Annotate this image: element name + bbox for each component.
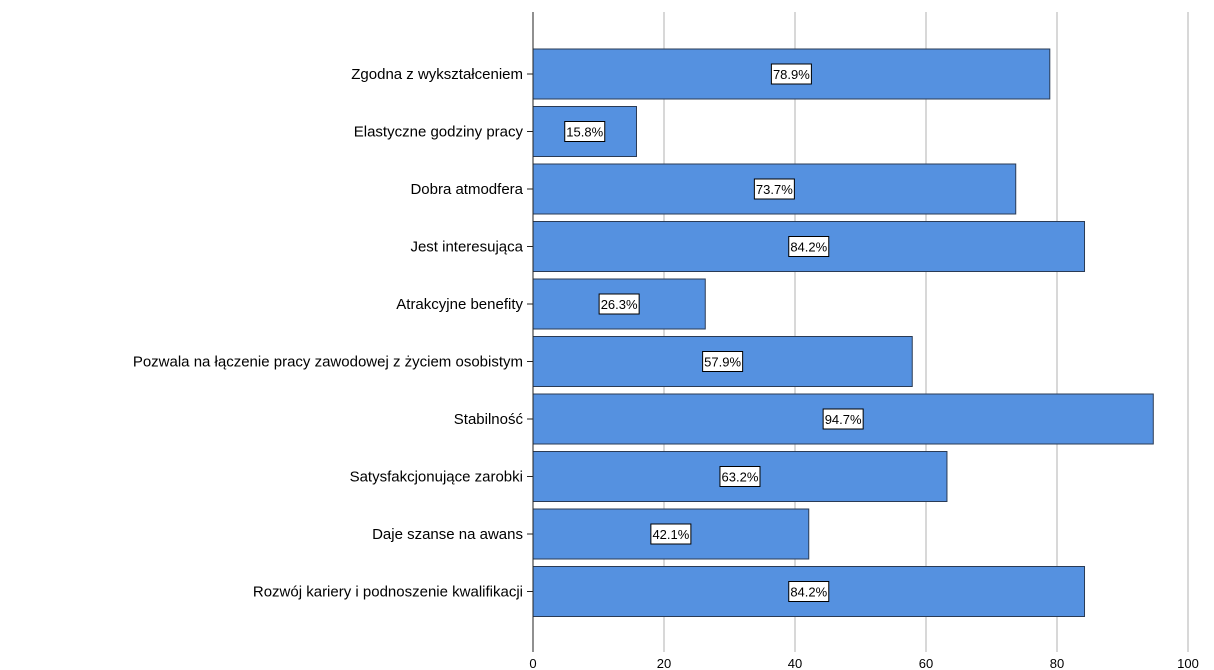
bars	[532, 48, 1154, 617]
data-label: 84.2%	[790, 585, 827, 600]
data-label-box	[598, 293, 640, 315]
x-tick-label: 40	[788, 656, 802, 670]
labels: 0 20 40 60 80 100 Zgodna z wykształceniem 78.9%…	[133, 63, 1199, 670]
data-label-box	[650, 523, 692, 545]
data-label-box	[564, 121, 606, 142]
data-label: 42.1%	[652, 527, 689, 542]
category-label: Daje szanse na awans	[372, 526, 523, 543]
data-label: 26.3%	[601, 297, 638, 312]
x-tick-label: 100	[1177, 656, 1199, 670]
data-label: 73.7%	[756, 182, 793, 197]
category-label: Pozwala na łączenie pracy zawodowej z ży…	[133, 354, 523, 371]
data-label-box	[770, 63, 812, 85]
category-label: Jest interesująca	[410, 239, 523, 256]
data-label: 78.9%	[773, 67, 810, 82]
data-label: 63.2%	[722, 470, 759, 485]
category-label: Dobra atmodfera	[410, 181, 523, 198]
data-label: 15.8%	[566, 125, 603, 140]
category-label: Satysfakcjonujące zarobki	[350, 469, 523, 486]
x-tick-label: 80	[1050, 656, 1064, 670]
data-label-box	[788, 236, 830, 257]
data-label: 84.2%	[790, 240, 827, 255]
data-label: 57.9%	[704, 355, 741, 370]
category-label: Zgodna z wykształceniem	[351, 66, 523, 83]
data-label-box	[753, 178, 795, 200]
data-label-box	[719, 466, 761, 487]
x-tick-label: 60	[919, 656, 933, 670]
data-label-box	[702, 351, 744, 372]
category-label: Atrakcyjne benefity	[396, 296, 523, 313]
x-tick-label: 0	[529, 656, 536, 670]
category-label: Elastyczne godziny pracy	[354, 124, 524, 141]
axes	[527, 12, 534, 652]
category-label: Stabilność	[454, 411, 524, 428]
data-label-box	[788, 581, 830, 602]
data-label-box	[822, 408, 864, 430]
data-label: 94.7%	[825, 412, 862, 427]
x-tick-label: 20	[657, 656, 671, 670]
category-label: Rozwój kariery i podnoszenie kwalifikacj…	[253, 584, 523, 601]
